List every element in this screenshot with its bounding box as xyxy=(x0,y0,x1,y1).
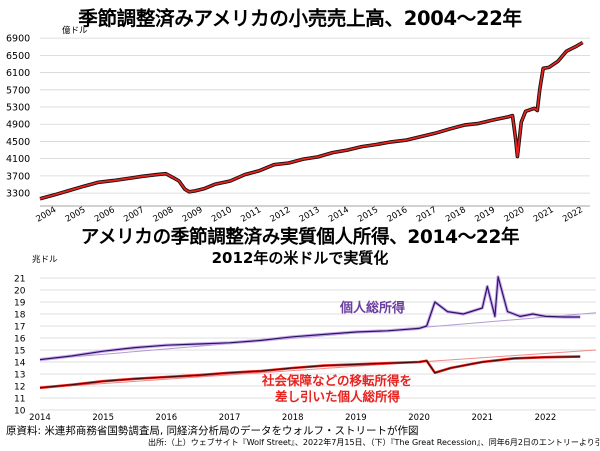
top-ylabel: 億ドル xyxy=(62,25,88,36)
source-line-2: 出所:（上）ウェブサイト『Wolf Street』、2022年7月15日、（下）… xyxy=(148,438,600,447)
top-xtick-2021: 2021 xyxy=(532,205,556,224)
bottom-ytick-20: 20 xyxy=(14,287,26,297)
top-ytick-6100: 6100 xyxy=(6,68,30,79)
bottom-ytick-19: 19 xyxy=(14,299,26,309)
top-ytick-6900: 6900 xyxy=(6,34,30,45)
top-xtick-2018: 2018 xyxy=(444,205,468,224)
top-xtick-2010: 2010 xyxy=(210,205,234,224)
source-line-1: 原資料: 米連邦商務省国勢調査局, 同経済分析局のデータをウォルフ・ストリートが… xyxy=(6,425,419,437)
top-xtick-2016: 2016 xyxy=(386,205,410,224)
top-xtick-2019: 2019 xyxy=(473,205,497,224)
bottom-ytick-13: 13 xyxy=(14,371,25,381)
annotation-net-income-line1: 社会保障などの移転所得を xyxy=(261,373,412,388)
bottom-ytick-18: 18 xyxy=(14,311,26,321)
top-chart: 3300 3700 4100 4500 4900 5300 5700 6100 6500 6900… xyxy=(6,25,590,225)
top-xtick-2007: 2007 xyxy=(122,205,146,224)
bottom-ytick-11: 11 xyxy=(14,395,25,405)
bottom-series-glow-0 xyxy=(39,275,581,362)
top-xtick-2009: 2009 xyxy=(181,205,205,224)
bottom-ylabel: 兆ドル xyxy=(32,254,58,265)
bottom-xtick-2021: 2021 xyxy=(471,413,493,423)
bottom-trendline-1 xyxy=(39,349,597,389)
top-xtick-2017: 2017 xyxy=(415,205,439,224)
top-xtick-2004: 2004 xyxy=(35,205,59,224)
bottom-xtick-2014: 2014 xyxy=(29,413,51,423)
top-xtick-2008: 2008 xyxy=(152,205,176,224)
annotation-gross-income: 個人総所得 xyxy=(339,300,405,316)
top-xtick-2005: 2005 xyxy=(64,205,88,224)
top-ytick-5700: 5700 xyxy=(6,85,30,96)
bottom-xtick-2019: 2019 xyxy=(345,413,367,423)
bottom-series-line-0 xyxy=(39,276,581,361)
top-ytick-5300: 5300 xyxy=(6,103,30,114)
top-chart-title: 季節調整済みアメリカの小売売上高、2004～22年 xyxy=(78,7,522,30)
bottom-chart-title: アメリカの季節調整済み実質個人所得、2014～22年 xyxy=(80,227,520,248)
top-xtick-2006: 2006 xyxy=(93,205,117,224)
bottom-xtick-2016: 2016 xyxy=(156,413,178,423)
top-xtick-2015: 2015 xyxy=(356,205,380,224)
top-xtick-2011: 2011 xyxy=(239,205,263,224)
top-xtick-2013: 2013 xyxy=(298,205,322,224)
bottom-xtick-2015: 2015 xyxy=(92,413,114,423)
bottom-ytick-17: 17 xyxy=(14,323,25,333)
top-ytick-3300: 3300 xyxy=(6,189,30,200)
top-ytick-4500: 4500 xyxy=(6,137,30,148)
bottom-xtick-2020: 2020 xyxy=(408,413,430,423)
bottom-series-line-1 xyxy=(39,356,581,389)
bottom-ytick-12: 12 xyxy=(14,383,25,393)
top-ytick-4900: 4900 xyxy=(6,120,30,131)
bottom-ytick-10: 10 xyxy=(14,407,26,417)
bottom-ytick-16: 16 xyxy=(14,335,26,345)
top-ytick-4100: 4100 xyxy=(6,154,30,165)
bottom-xtick-2017: 2017 xyxy=(219,413,241,423)
top-ytick-6500: 6500 xyxy=(6,51,30,62)
bottom-ytick-14: 14 xyxy=(14,359,26,369)
top-ytick-3700: 3700 xyxy=(6,171,30,182)
top-series-line-0 xyxy=(39,41,584,200)
bottom-xtick-2018: 2018 xyxy=(282,413,304,423)
annotation-net-income-line2: 差し引いた個人総所得 xyxy=(274,389,401,404)
top-series-shadow-0 xyxy=(39,40,584,201)
bottom-ytick-21: 21 xyxy=(14,275,25,285)
top-xtick-2012: 2012 xyxy=(269,205,293,224)
bottom-chart-subtitle: 2012年の米ドルで実質化 xyxy=(211,249,389,267)
bottom-xtick-2022: 2022 xyxy=(535,413,557,423)
top-xtick-2014: 2014 xyxy=(327,205,351,224)
bottom-ytick-15: 15 xyxy=(14,347,25,357)
top-xtick-2020: 2020 xyxy=(503,205,527,224)
top-xtick-2022: 2022 xyxy=(561,205,585,224)
